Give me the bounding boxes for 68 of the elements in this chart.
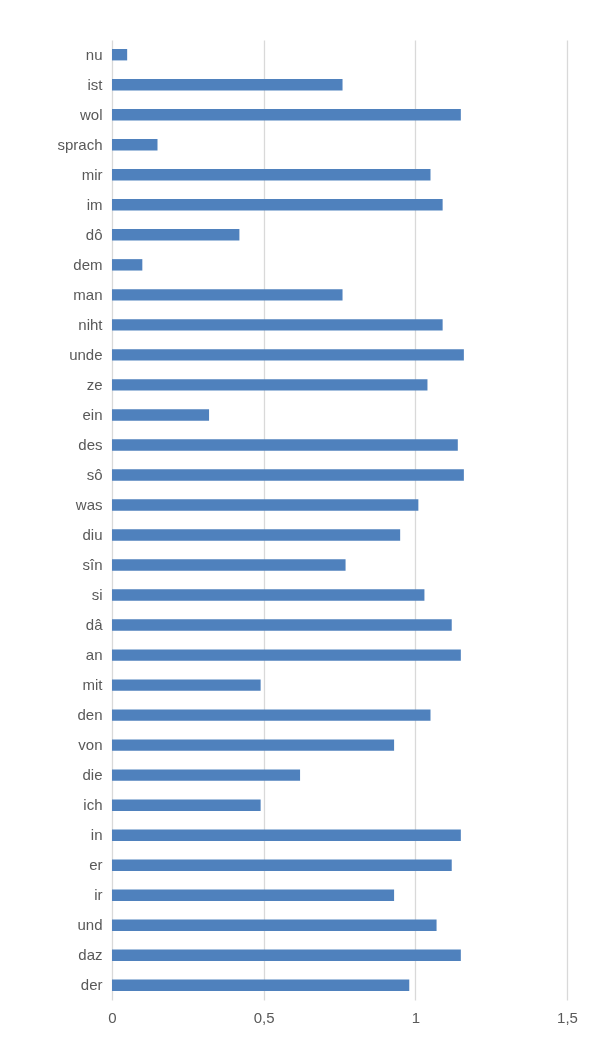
bar [112,979,410,991]
bar [112,49,128,61]
y-tick-label: an [85,646,103,664]
y-tick-label: ze [86,375,103,393]
y-tick-label: ir [94,886,103,904]
y-tick-label: wol [78,105,103,123]
bar [112,79,343,91]
y-tick-label: den [77,706,103,724]
y-tick-label: ist [87,75,104,93]
bar [112,619,452,631]
bar [112,739,395,751]
y-tick-label: sprach [57,135,103,153]
bar [112,829,461,841]
y-tick-label: des [78,435,103,453]
bar [112,169,431,181]
bar [112,799,261,811]
y-tick-label: dem [73,255,103,273]
bar [112,499,419,511]
y-tick-label: dâ [85,616,104,634]
y-tick-label: unde [69,345,103,363]
bar [112,289,343,301]
y-tick-label: man [73,285,103,303]
bar [112,469,464,481]
y-tick-label: nu [85,45,103,63]
y-tick-label: sîn [82,556,103,574]
bar [112,409,210,421]
bar [112,859,452,871]
y-tick-label: niht [78,315,104,333]
y-tick-label: was [74,495,103,513]
bar [112,259,143,271]
y-tick-label: und [77,916,103,934]
bar [112,679,261,691]
y-tick-label: in [90,826,103,844]
y-tick-label: si [91,586,103,604]
bar [112,529,401,541]
bar [112,439,458,451]
y-tick-label: sô [86,465,103,483]
x-tick-label: 0,5 [253,1008,275,1026]
bar [112,349,464,361]
bar [112,649,461,661]
bar [112,199,443,211]
bar [112,949,461,961]
y-tick-label: der [80,976,103,994]
bar [112,109,461,121]
y-tick-label: mir [81,165,103,183]
bar [112,709,431,721]
bar [112,769,301,781]
bar [112,319,443,331]
bar [112,919,437,931]
bar [112,889,395,901]
bar [112,139,158,151]
x-tick-label: 1 [411,1008,421,1026]
bar [112,229,240,241]
y-tick-label: die [82,766,103,784]
bar [112,559,346,571]
y-tick-label: diu [82,526,103,544]
y-tick-label: von [78,736,103,754]
y-tick-label: daz [78,946,103,964]
bar [112,379,428,391]
x-tick-label: 1,5 [557,1008,578,1026]
y-tick-label: er [89,856,103,874]
y-tick-label: ich [83,796,103,814]
y-tick-label: mit [82,676,104,694]
y-tick-label: ein [82,405,103,423]
x-tick-label: 0 [108,1008,117,1026]
y-tick-label: dô [85,225,103,243]
bar [112,589,425,601]
y-tick-label: im [86,195,103,213]
